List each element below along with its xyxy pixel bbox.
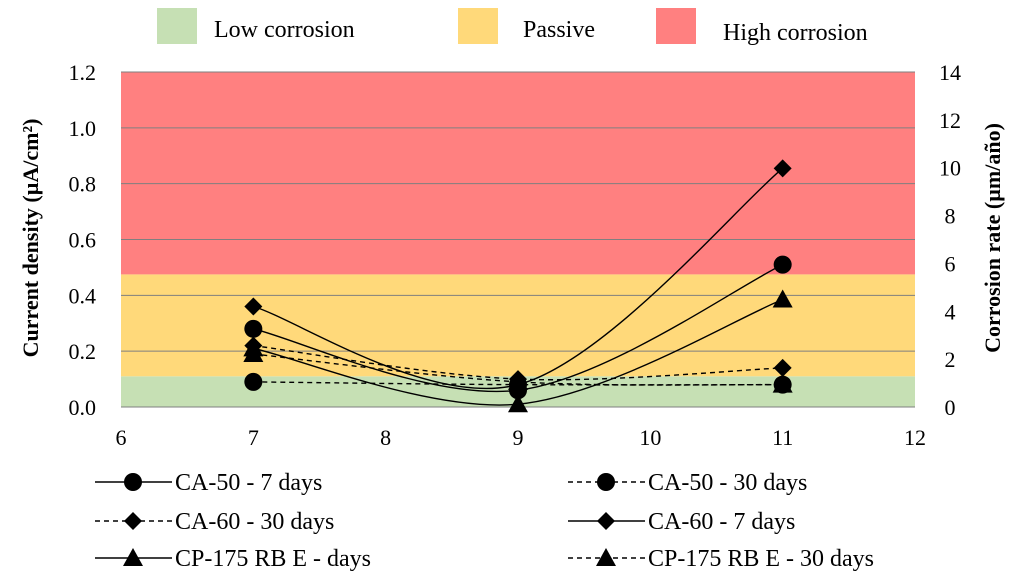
point-marker-triangle	[508, 394, 528, 413]
point-marker-circle	[244, 372, 263, 391]
y-axis-ticks: 0.0 0.2 0.4 0.6 0.8 1.0 1.2	[69, 60, 97, 420]
band-legend-label: Low corrosion	[214, 17, 355, 43]
y2-tick-label: 10	[939, 156, 961, 181]
legend-item: CA-60 - 30 days	[95, 509, 334, 535]
legend-item: CA-60 - 7 days	[568, 509, 795, 535]
y2-axis-ticks: 0 2 4 6 8 10 12 14	[939, 60, 961, 420]
point-marker-circle	[124, 473, 142, 491]
y2-tick-label: 14	[939, 60, 961, 85]
point-marker-circle	[773, 255, 792, 274]
legend-label: CA-50 - 7 days	[175, 470, 322, 496]
y-tick-label: 0.4	[69, 283, 97, 308]
band-passive	[121, 274, 915, 377]
band-legend-swatch	[157, 8, 197, 44]
x-tick-label: 9	[513, 425, 524, 450]
y2-tick-label: 12	[939, 108, 961, 133]
series-cp-175-rb-e-30-days	[243, 343, 793, 393]
point-marker-triangle	[508, 371, 528, 390]
y-tick-label: 0.6	[69, 228, 97, 253]
band-legend: Low corrosion Passive High corrosion	[157, 8, 868, 46]
point-marker-diamond	[124, 512, 142, 530]
x-axis-ticks: 6 7 8 9 10 11 12	[116, 425, 927, 450]
x-tick-label: 12	[904, 425, 926, 450]
point-marker-triangle	[772, 374, 793, 393]
x-tick-label: 7	[248, 425, 259, 450]
y-tick-label: 1.0	[69, 116, 97, 141]
point-marker-triangle	[243, 343, 264, 362]
y2-tick-label: 0	[945, 395, 956, 420]
x-tick-label: 8	[380, 425, 391, 450]
band-legend-label: Passive	[523, 17, 595, 43]
point-marker-triangle	[123, 548, 143, 566]
series-line	[253, 353, 783, 386]
band-legend-label: High corrosion	[723, 20, 868, 46]
point-marker-diamond	[773, 159, 792, 178]
series-legend: CA-50 - 7 days CA-50 - 30 days CA-60 - 30 …	[95, 470, 874, 572]
y-axis-title: Current density (µA/cm²)	[18, 119, 43, 358]
legend-item: CA-50 - 7 days	[95, 470, 322, 496]
series-layer	[243, 159, 793, 413]
point-marker-diamond	[773, 358, 792, 377]
band-legend-swatch	[656, 8, 696, 44]
legend-label: CA-50 - 30 days	[648, 470, 807, 496]
x-tick-label: 6	[116, 425, 127, 450]
point-marker-circle	[244, 319, 263, 338]
legend-item: CP-175 RB E - days	[95, 546, 371, 572]
point-marker-diamond	[244, 297, 263, 316]
legend-label: CP-175 RB E - 30 days	[648, 546, 874, 572]
point-marker-triangle	[772, 289, 793, 308]
legend-item: CA-50 - 30 days	[568, 470, 807, 496]
y-tick-label: 0.8	[69, 172, 97, 197]
x-tick-label: 10	[639, 425, 661, 450]
x-tick-label: 11	[772, 425, 793, 450]
legend-label: CP-175 RB E - days	[175, 546, 371, 572]
point-marker-triangle	[596, 548, 616, 566]
y-tick-label: 1.2	[69, 60, 97, 85]
y2-tick-label: 2	[945, 347, 956, 372]
band-legend-swatch	[458, 8, 498, 44]
y-tick-label: 0.2	[69, 339, 97, 364]
legend-item: CP-175 RB E - 30 days	[568, 546, 874, 572]
legend-label: CA-60 - 30 days	[175, 509, 334, 535]
series-line	[253, 344, 783, 381]
y2-axis-title: Corrosion rate (µm/año)	[980, 123, 1005, 353]
y2-tick-label: 4	[945, 299, 956, 324]
y-tick-label: 0.0	[69, 395, 97, 420]
y2-tick-label: 8	[945, 204, 956, 229]
band-high-corrosion	[121, 72, 915, 275]
y2-tick-label: 6	[945, 251, 956, 276]
point-marker-circle	[597, 473, 615, 491]
point-marker-diamond	[597, 512, 615, 530]
legend-label: CA-60 - 7 days	[648, 509, 795, 535]
